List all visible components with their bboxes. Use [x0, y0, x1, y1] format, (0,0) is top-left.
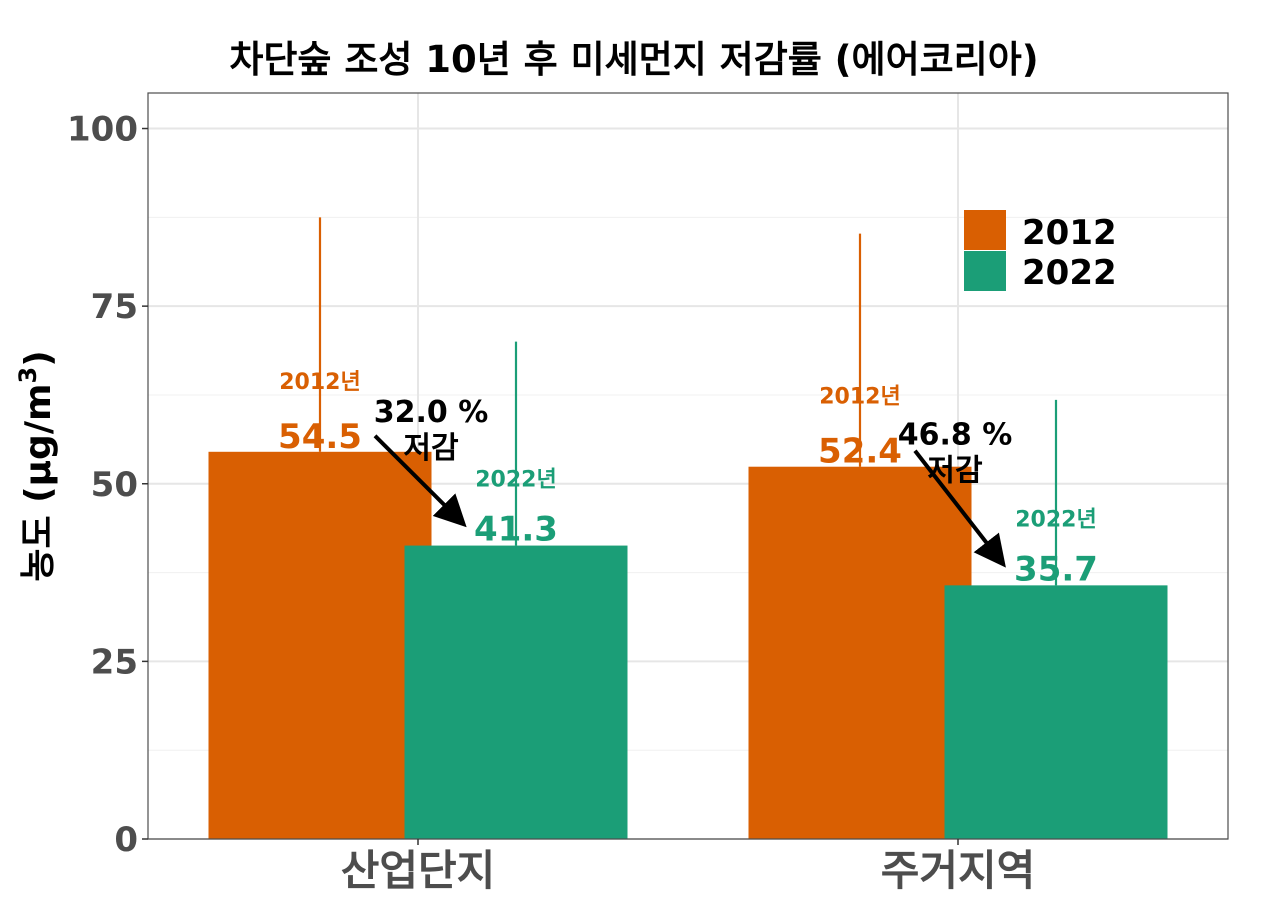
bar-2022-2: [944, 585, 1168, 839]
legend: 2012 2022: [964, 210, 1117, 293]
year-label-2022: 2022년: [1015, 507, 1096, 532]
year-label-2012: 2012년: [819, 385, 900, 410]
value-label-2022: 35.7: [1014, 549, 1098, 589]
y-tick-label: 25: [91, 642, 138, 682]
y-axis-title-text: 농도 (μg/m: [18, 384, 59, 582]
value-label-2012: 54.5: [278, 417, 362, 457]
y-axis-title-superscript: 3: [14, 367, 42, 384]
bar-2012-2: [748, 466, 972, 839]
error-bars: [318, 217, 1058, 586]
year-label-2012: 2012년: [279, 370, 360, 395]
value-label-2022: 41.3: [474, 510, 558, 550]
y-tick-label: 100: [67, 110, 138, 150]
reduction-text: 저감: [403, 431, 459, 466]
x-tick-label: 주거지역: [881, 846, 1036, 895]
reduction-percent: 46.8 %: [898, 418, 1013, 453]
bars: [208, 451, 1168, 839]
y-tick-label: 75: [91, 287, 138, 327]
reduction-text: 저감: [927, 454, 983, 489]
legend-label-2012: 2012: [1022, 213, 1117, 253]
reduction-arrow: [373, 434, 467, 528]
reduction-percent: 32.0 %: [374, 395, 489, 430]
year-label-2022: 2022년: [475, 468, 556, 493]
y-tick-label: 50: [91, 465, 138, 505]
y-axis-title: 농도 (μg/m3): [14, 350, 59, 581]
legend-label-2022: 2022: [1022, 253, 1117, 293]
bar-2022-1: [404, 545, 628, 839]
chart-title: 차단숲 조성 10년 후 미세먼지 저감률 (에어코리아): [229, 38, 1038, 81]
plot-panel-border: [147, 92, 1229, 840]
x-axis-ticks: 산업단지 주거지역: [341, 839, 1036, 895]
bar-2012-1: [208, 451, 432, 839]
value-label-2012: 52.4: [818, 432, 902, 472]
y-tick-label: 0: [114, 820, 138, 860]
x-tick-label: 산업단지: [341, 846, 496, 895]
y-axis-ticks: 0 25 50 75 100: [67, 110, 148, 860]
reduction-arrow: [913, 449, 1006, 568]
legend-swatch-2012: [964, 210, 1006, 250]
legend-swatch-2022: [964, 251, 1006, 291]
y-axis-title-close: ): [18, 350, 59, 366]
